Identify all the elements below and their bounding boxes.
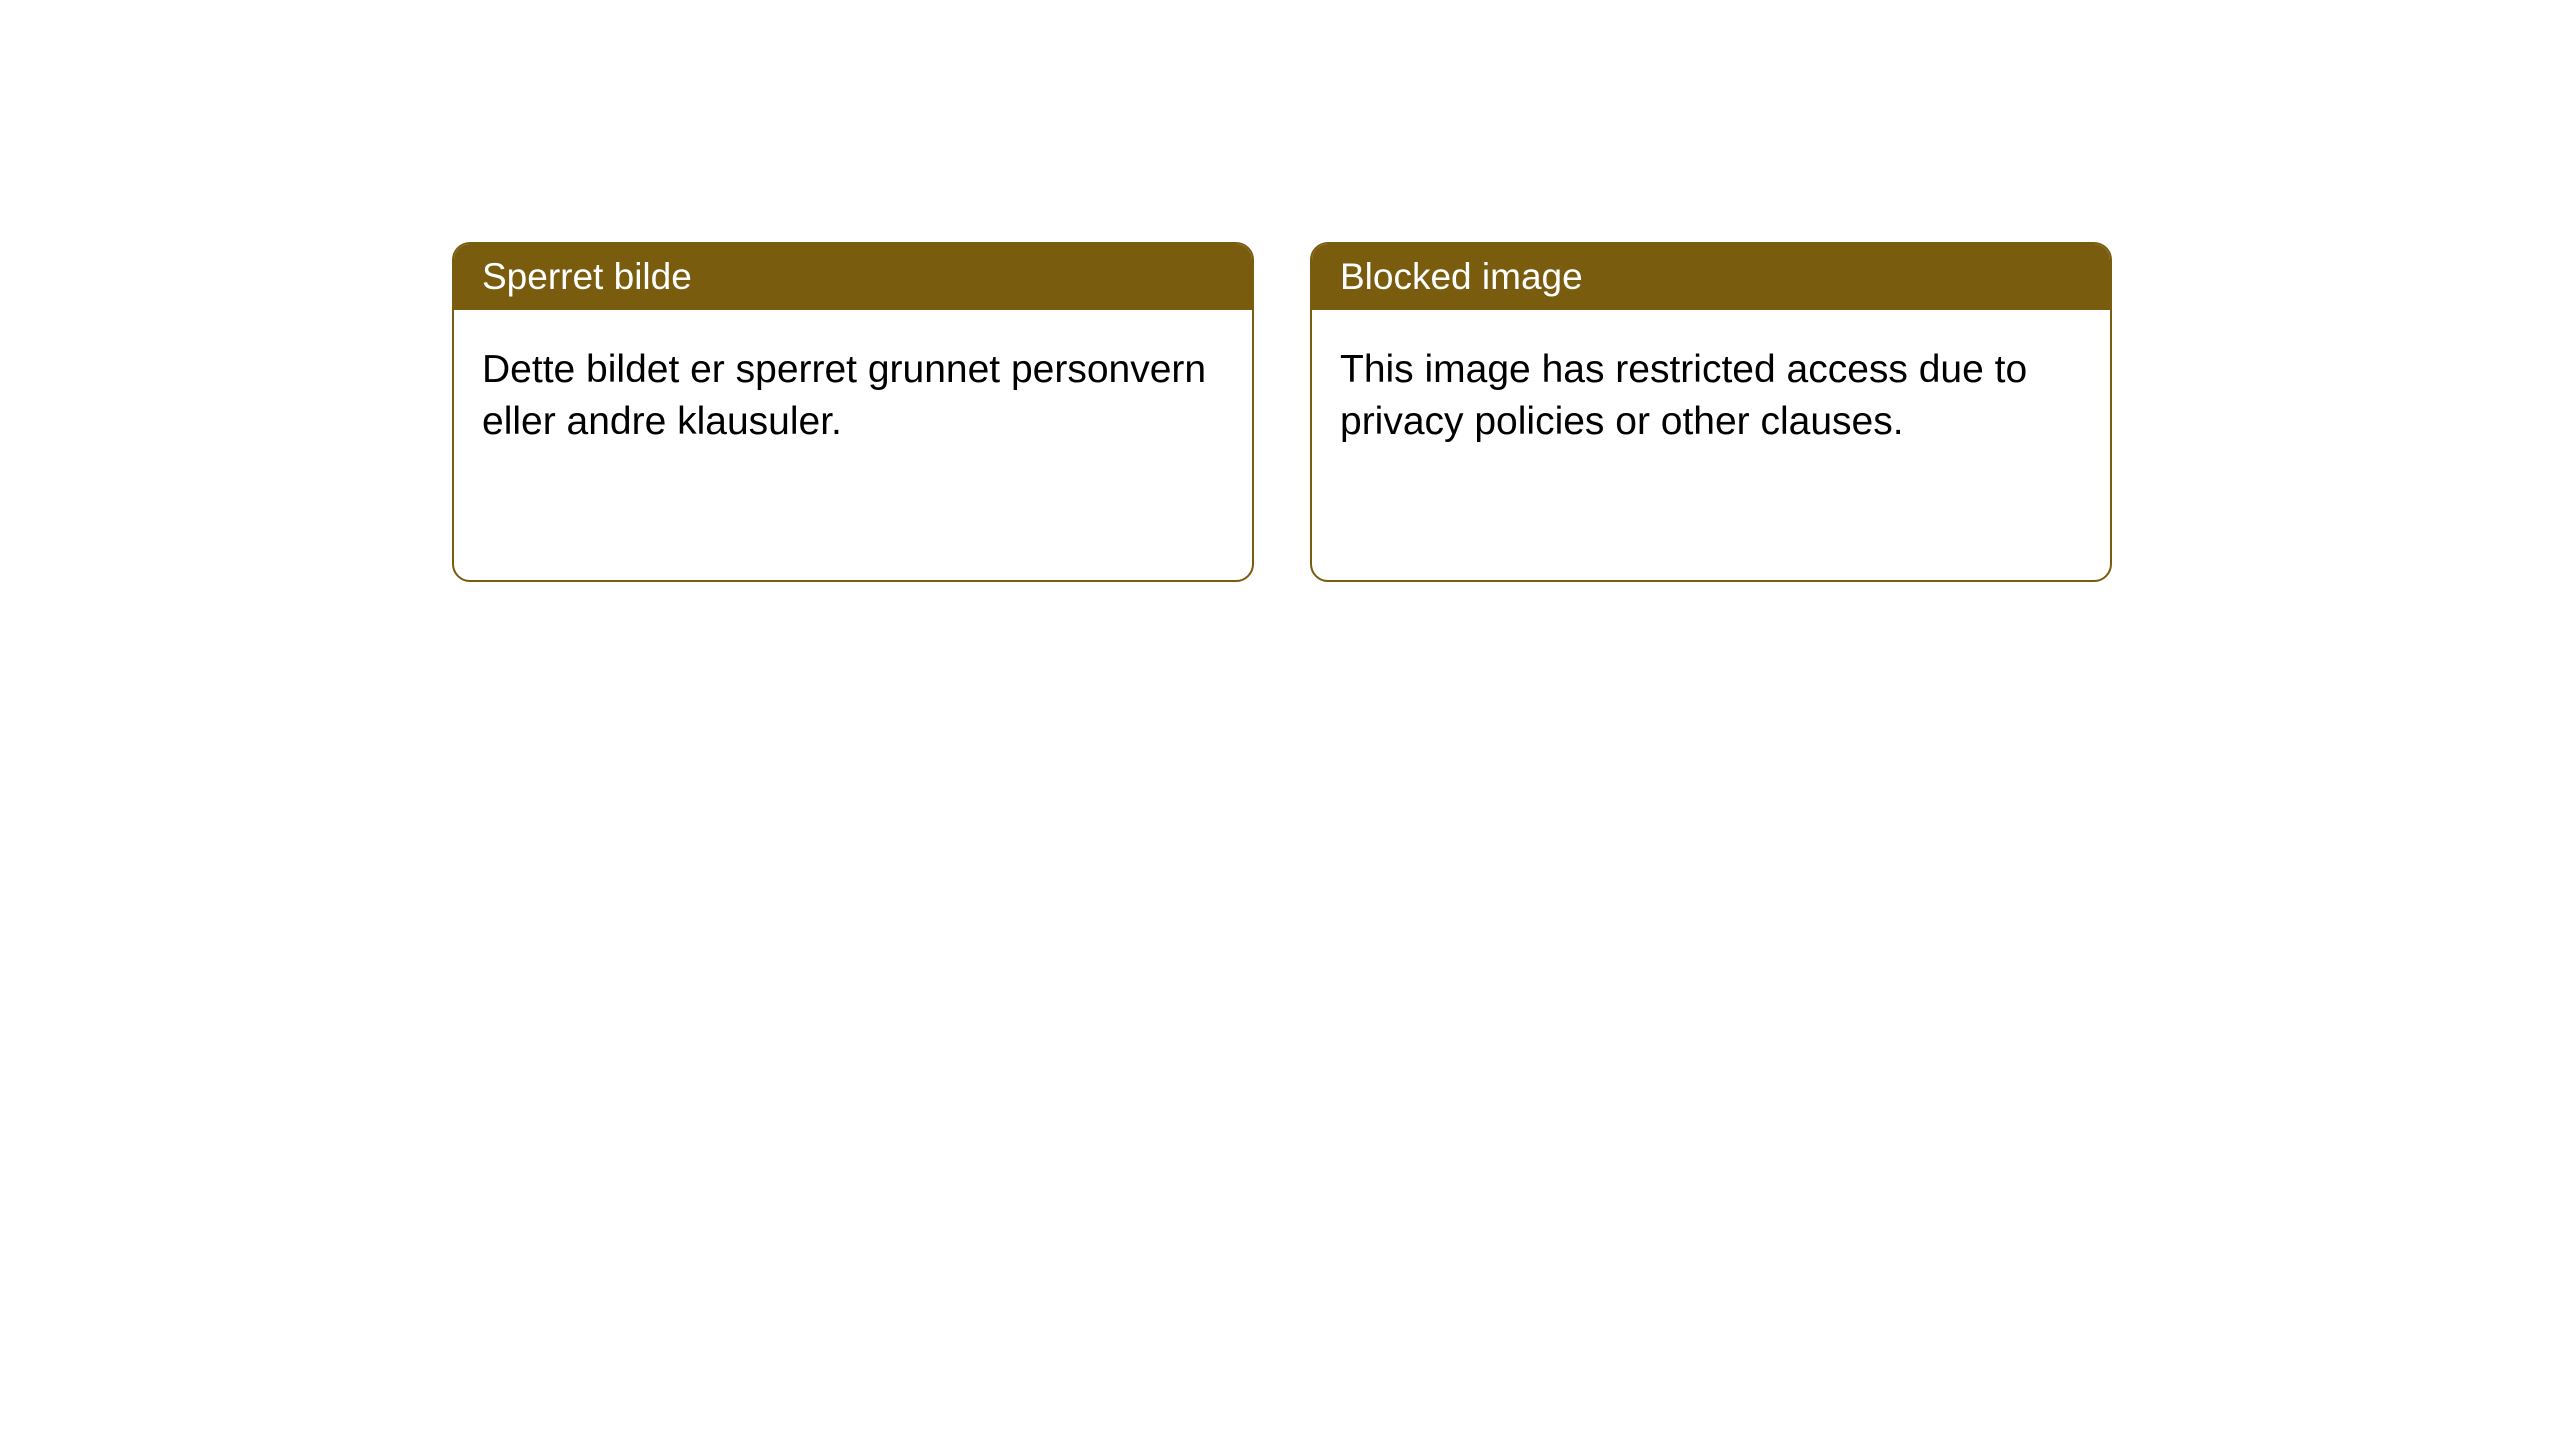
notice-body: This image has restricted access due to …: [1312, 310, 2110, 580]
notice-card-norwegian: Sperret bilde Dette bildet er sperret gr…: [452, 242, 1254, 582]
notice-text: This image has restricted access due to …: [1340, 348, 2027, 443]
notice-card-english: Blocked image This image has restricted …: [1310, 242, 2112, 582]
notice-body: Dette bildet er sperret grunnet personve…: [454, 310, 1252, 580]
notice-title: Blocked image: [1340, 256, 1583, 297]
notice-title: Sperret bilde: [482, 256, 692, 297]
notice-container: Sperret bilde Dette bildet er sperret gr…: [0, 0, 2560, 582]
notice-header: Sperret bilde: [454, 244, 1252, 310]
notice-text: Dette bildet er sperret grunnet personve…: [482, 348, 1206, 443]
notice-header: Blocked image: [1312, 244, 2110, 310]
